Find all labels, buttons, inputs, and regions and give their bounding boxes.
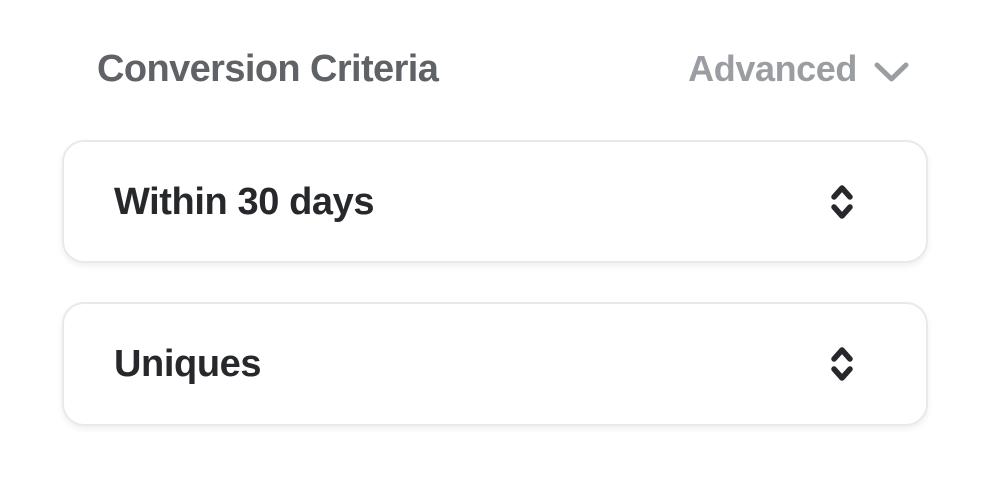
counting-method-value: Uniques [114,343,262,385]
page-title: Conversion Criteria [97,48,439,90]
advanced-label: Advanced [688,48,857,89]
advanced-toggle[interactable]: Advanced [688,51,910,87]
counting-method-select[interactable]: Uniques [62,302,928,426]
conversion-window-value: Within 30 days [114,180,375,223]
conversion-window-select[interactable]: Within 30 days [62,140,928,263]
chevron-down-icon [873,55,910,84]
unfold-chevrons-icon [830,183,854,221]
unfold-chevrons-icon [830,345,854,383]
